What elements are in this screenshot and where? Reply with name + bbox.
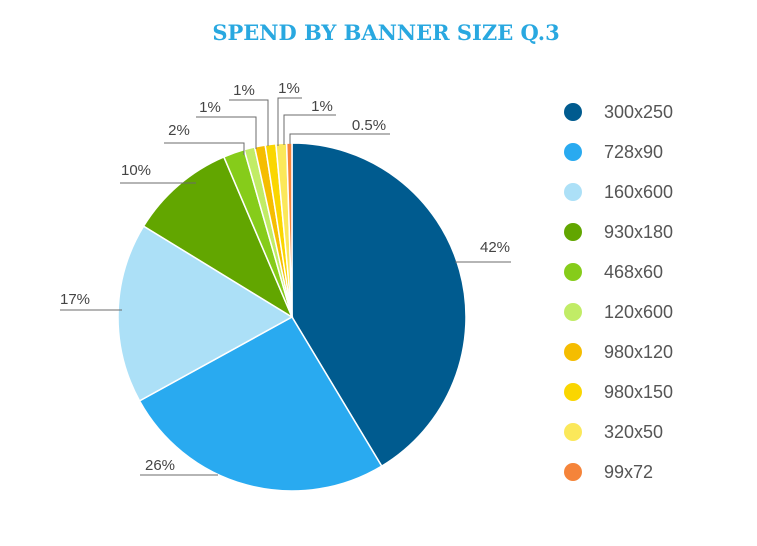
legend-label-980x150: 980x150	[604, 382, 673, 402]
leader-line-980x120	[229, 99, 269, 146]
value-label-300x250: 42%	[480, 239, 510, 256]
legend-label-468x60: 468x60	[604, 262, 663, 282]
legend: 300x250 728x90 160x600 930x180 468x60 120x600…	[564, 102, 673, 482]
legend-label-728x90: 728x90	[604, 142, 663, 162]
value-label-930x180: 10%	[121, 162, 151, 179]
legend-swatch-300x250	[564, 103, 582, 121]
leader-line-980x150	[277, 97, 302, 146]
pie-slice-300x250	[291, 142, 467, 468]
leader-line-120x600	[196, 116, 257, 149]
value-label-120x600: 1%	[199, 99, 221, 116]
value-label-320x50: 1%	[311, 98, 333, 115]
legend-swatch-980x150	[564, 383, 582, 401]
legend-label-300x250: 300x250	[604, 102, 673, 122]
pie-slice-160x600	[117, 225, 294, 402]
legend-label-930x180: 930x180	[604, 222, 673, 242]
pie-value-labels: 42% 26% 17% 10% 2% 1% 1% 1% 1% 0.5%	[60, 80, 510, 474]
legend-swatch-930x180	[564, 223, 582, 241]
legend-swatch-120x600	[564, 303, 582, 321]
legend-swatch-320x50	[564, 423, 582, 441]
pie-slices	[117, 142, 467, 492]
value-label-468x60: 2%	[168, 122, 190, 139]
legend-label-160x600: 160x600	[604, 182, 673, 202]
legend-label-99x72: 99x72	[604, 462, 653, 482]
pie-slice-728x90	[138, 315, 383, 492]
leader-line-320x50	[283, 114, 336, 145]
leader-line-99x72	[289, 133, 390, 144]
pie-leader-lines	[60, 97, 511, 476]
legend-swatch-160x600	[564, 183, 582, 201]
pie-slice-930x180	[142, 155, 294, 319]
legend-swatch-99x72	[564, 463, 582, 481]
value-label-99x72: 0.5%	[352, 117, 386, 134]
legend-label-980x120: 980x120	[604, 342, 673, 362]
legend-swatch-728x90	[564, 143, 582, 161]
value-label-980x150: 1%	[278, 80, 300, 97]
legend-label-320x50: 320x50	[604, 422, 663, 442]
legend-swatch-980x120	[564, 343, 582, 361]
value-label-980x120: 1%	[233, 82, 255, 99]
chart-title: SPEND BY BANNER SIZE Q.3	[212, 20, 559, 45]
leader-line-468x60	[164, 142, 245, 155]
value-label-728x90: 26%	[145, 457, 175, 474]
legend-swatch-468x60	[564, 263, 582, 281]
legend-label-120x600: 120x600	[604, 302, 673, 322]
pie-slice-99x72	[285, 142, 293, 318]
value-label-160x600: 17%	[60, 291, 90, 308]
